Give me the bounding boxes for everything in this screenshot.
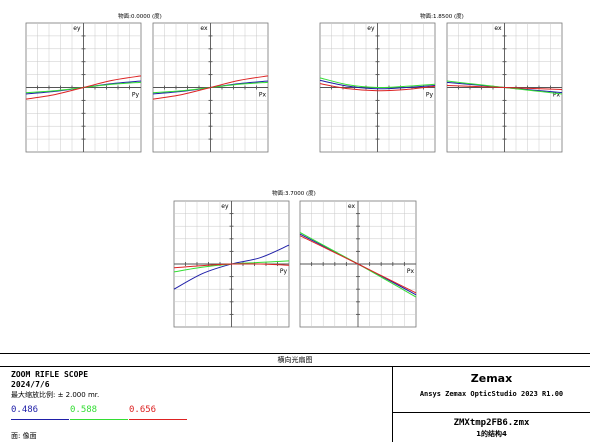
software-name: Ansys Zemax OpticStudio 2023 R1.00 bbox=[419, 390, 564, 398]
wavelength-3: 0.656 bbox=[129, 405, 187, 420]
fan-panel-tangential: ey Py bbox=[173, 200, 290, 328]
system-name: ZOOM RIFLE SCOPE bbox=[11, 370, 89, 379]
series-curve-0.656 bbox=[446, 85, 563, 90]
field-plot-3: 物面:3.7000 (度) ey Py ex Px bbox=[173, 189, 417, 328]
pupil-label: Px bbox=[259, 92, 267, 99]
fan-panel-sagittal: ex Px bbox=[152, 22, 269, 153]
series-curve-0.656 bbox=[299, 235, 417, 294]
series-curve-0.656 bbox=[152, 75, 269, 100]
pupil-label: Py bbox=[426, 92, 434, 99]
wavelength-2-label: 0.588 bbox=[70, 405, 98, 415]
info-right-bottom: ZMXtmp2FB6.zmx 1的结构4 bbox=[393, 413, 590, 442]
wavelength-2-line bbox=[70, 419, 128, 420]
fan-panel-sagittal: ex Px bbox=[446, 22, 563, 153]
surface-label: 面: 像面 bbox=[11, 432, 37, 440]
wavelength-1-label: 0.486 bbox=[11, 405, 39, 415]
pupil-label: Px bbox=[553, 92, 561, 99]
axis-label: ex bbox=[200, 25, 208, 32]
fan-panel-sagittal: ex Px bbox=[299, 200, 417, 328]
wavelength-3-line bbox=[129, 419, 187, 420]
series-curve-0.656 bbox=[319, 83, 436, 92]
window-title-bar: 横向光扇图 bbox=[0, 353, 590, 367]
field-title: 物面:1.8500 (度) bbox=[420, 12, 464, 20]
window-title: 横向光扇图 bbox=[277, 356, 313, 364]
axis-label: ey bbox=[73, 25, 81, 32]
company-name: Zemax bbox=[470, 372, 513, 385]
info-left: ZOOM RIFLE SCOPE 2024/7/6 最大缩放比例: ± 2.00… bbox=[0, 367, 393, 442]
pupil-label: Px bbox=[407, 268, 415, 275]
axis-label: ex bbox=[348, 203, 356, 210]
field-title: 物面:3.7000 (度) bbox=[272, 189, 316, 197]
field-plot-2: 物面:1.8500 (度) ey Py ex Px bbox=[319, 12, 563, 153]
field-plot-1: 物面:0.0000 (度) ey Py ex Px bbox=[25, 12, 269, 153]
series-curve-0.656 bbox=[173, 263, 290, 269]
pupil-label: Py bbox=[132, 92, 140, 99]
pupil-label: Py bbox=[280, 268, 288, 275]
field-title: 物面:0.0000 (度) bbox=[118, 12, 162, 20]
wavelength-1: 0.486 bbox=[11, 405, 69, 420]
fan-panel-tangential: ey Py bbox=[319, 22, 436, 153]
wavelength-2: 0.588 bbox=[70, 405, 128, 420]
axis-label: ey bbox=[367, 25, 375, 32]
config-label: 1的结构4 bbox=[476, 430, 507, 438]
series-curve-0.486 bbox=[319, 79, 436, 90]
ray-fan-plot-area: 物面:0.0000 (度) ey Py ex Px 物面:1.8500 (度) ey Py ex… bbox=[25, 12, 563, 328]
axis-label: ey bbox=[221, 203, 229, 210]
wavelength-3-label: 0.656 bbox=[129, 405, 157, 415]
series-curve-0.656 bbox=[25, 75, 142, 100]
file-name: ZMXtmp2FB6.zmx bbox=[453, 418, 530, 428]
scale-text: 最大缩放比例: ± 2.000 mr. bbox=[11, 391, 100, 399]
info-right-top: Zemax Ansys Zemax OpticStudio 2023 R1.00 bbox=[393, 367, 590, 413]
date: 2024/7/6 bbox=[11, 380, 50, 389]
fan-panel-tangential: ey Py bbox=[25, 22, 142, 153]
series-curve-0.588 bbox=[319, 77, 436, 89]
axis-label: ex bbox=[494, 25, 502, 32]
info-panel bbox=[0, 353, 590, 442]
wavelength-1-line bbox=[11, 419, 69, 420]
